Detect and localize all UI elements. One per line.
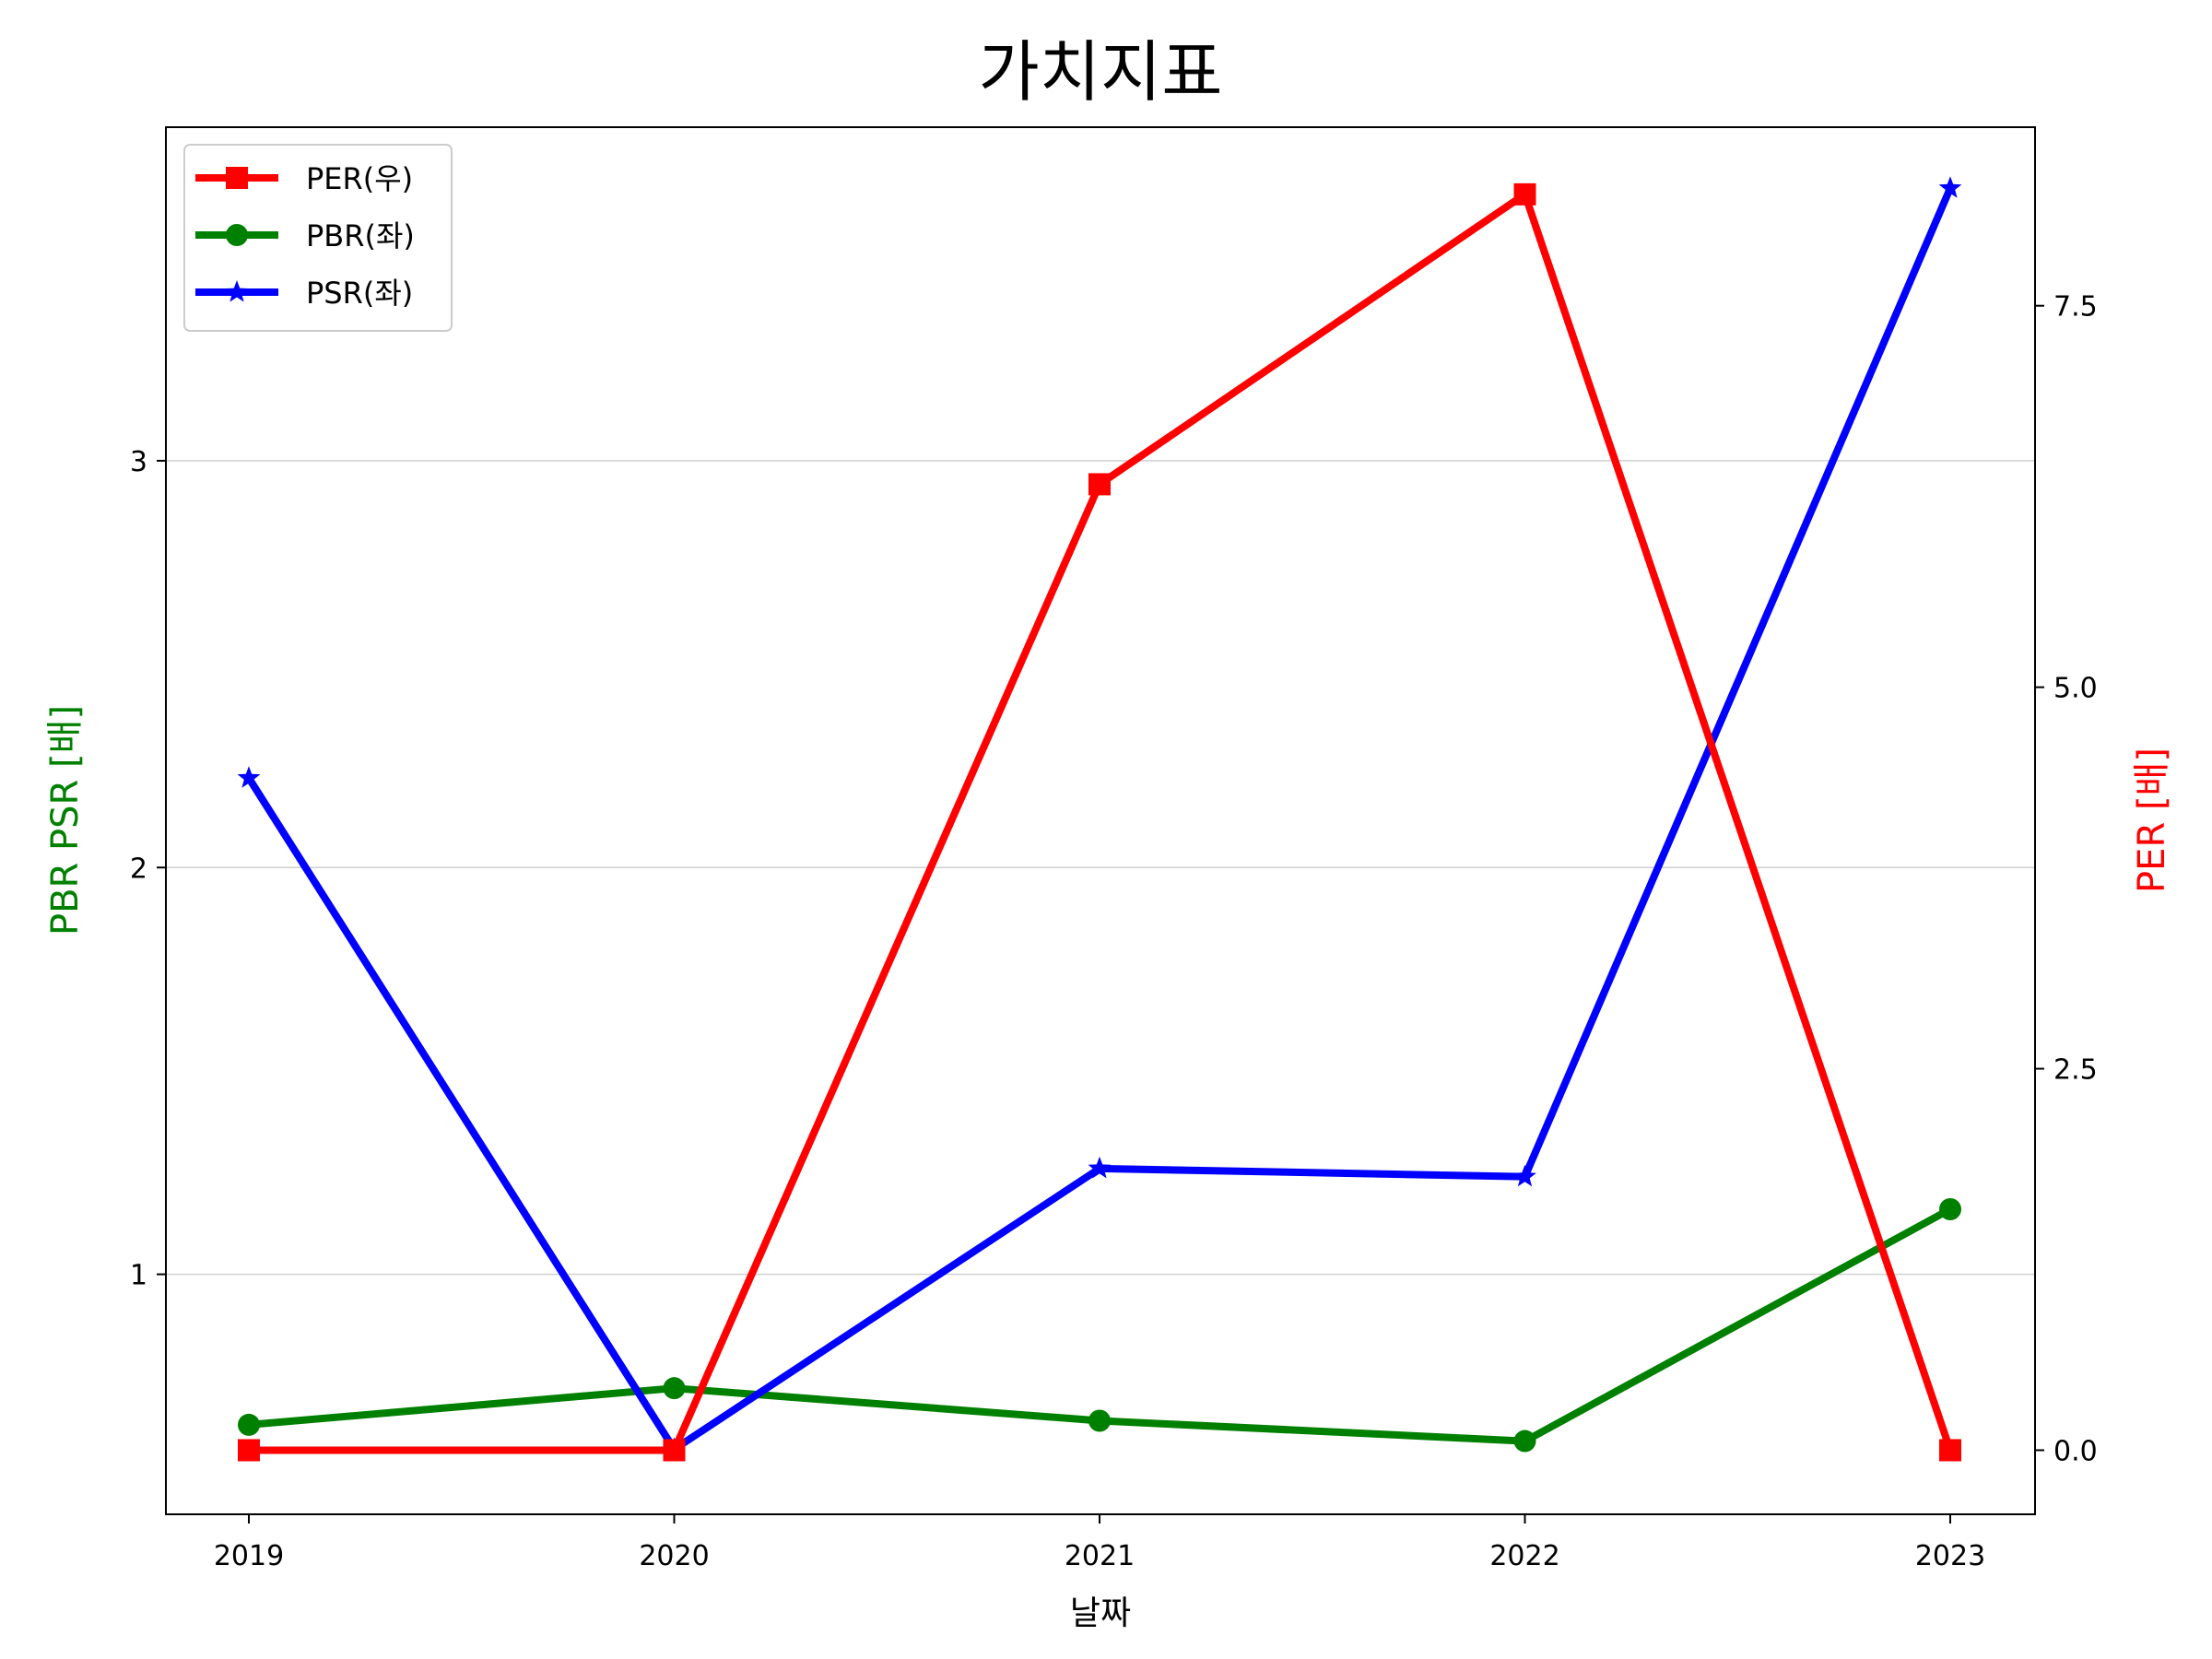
data-point-per: [1088, 473, 1111, 496]
data-point-pbr: [1088, 1409, 1111, 1432]
data-point-pbr: [1513, 1430, 1536, 1453]
chart-title: 가치지표: [979, 33, 1223, 111]
y-left-tick-label: 2: [130, 853, 147, 885]
series-layer: [237, 176, 1962, 1462]
legend: PER(우) PBR(좌) PSR(좌): [183, 144, 453, 332]
legend-marker-pbr: [226, 224, 248, 246]
x-tick-label: 2022: [1489, 1540, 1559, 1572]
data-point-psr: [237, 766, 261, 788]
x-tick-label: 2021: [1065, 1540, 1135, 1572]
data-point-pbr: [238, 1413, 260, 1436]
y-axis-label-left: PBR PSR [배]: [44, 705, 87, 935]
y-right-tick-label: 2.5: [2053, 1054, 2098, 1087]
y-right-tick-label: 0.0: [2053, 1435, 2098, 1467]
legend-label-psr: PSR(좌): [306, 276, 413, 311]
data-point-per: [663, 1439, 686, 1462]
y-left-tick-label: 3: [130, 446, 147, 478]
y-axis-label-right: PER [배]: [2131, 747, 2173, 893]
y-right-tick-label: 7.5: [2053, 291, 2098, 324]
x-tick-label: 2023: [1915, 1540, 1985, 1572]
legend-marker-psr: [225, 280, 249, 302]
data-point-per: [1939, 1439, 1961, 1462]
grid-layer: [166, 460, 2035, 1276]
axes-layer: 1 2 3 0.0 2.5 5.0 7.5 2019 2020 2021 2022 2023: [130, 291, 2098, 1572]
x-tick-label: 2020: [639, 1540, 709, 1572]
legend-label-per: PER(우): [306, 161, 413, 196]
data-point-per: [238, 1439, 260, 1462]
legend-box: [183, 144, 453, 332]
data-point-pbr: [663, 1377, 686, 1400]
y-right-tick-label: 5.0: [2053, 673, 2098, 705]
legend-marker-per: [226, 167, 248, 189]
data-point-psr: [1513, 1164, 1536, 1187]
data-point-psr: [1938, 176, 1962, 198]
data-point-pbr: [1939, 1197, 1961, 1220]
legend-label-pbr: PBR(좌): [306, 218, 415, 253]
x-tick-label: 2019: [214, 1540, 284, 1572]
y-left-tick-label: 1: [130, 1260, 147, 1292]
data-point-per: [1513, 182, 1536, 206]
x-axis-label: 날짜: [1070, 1594, 1131, 1632]
data-point-psr: [1088, 1156, 1112, 1179]
